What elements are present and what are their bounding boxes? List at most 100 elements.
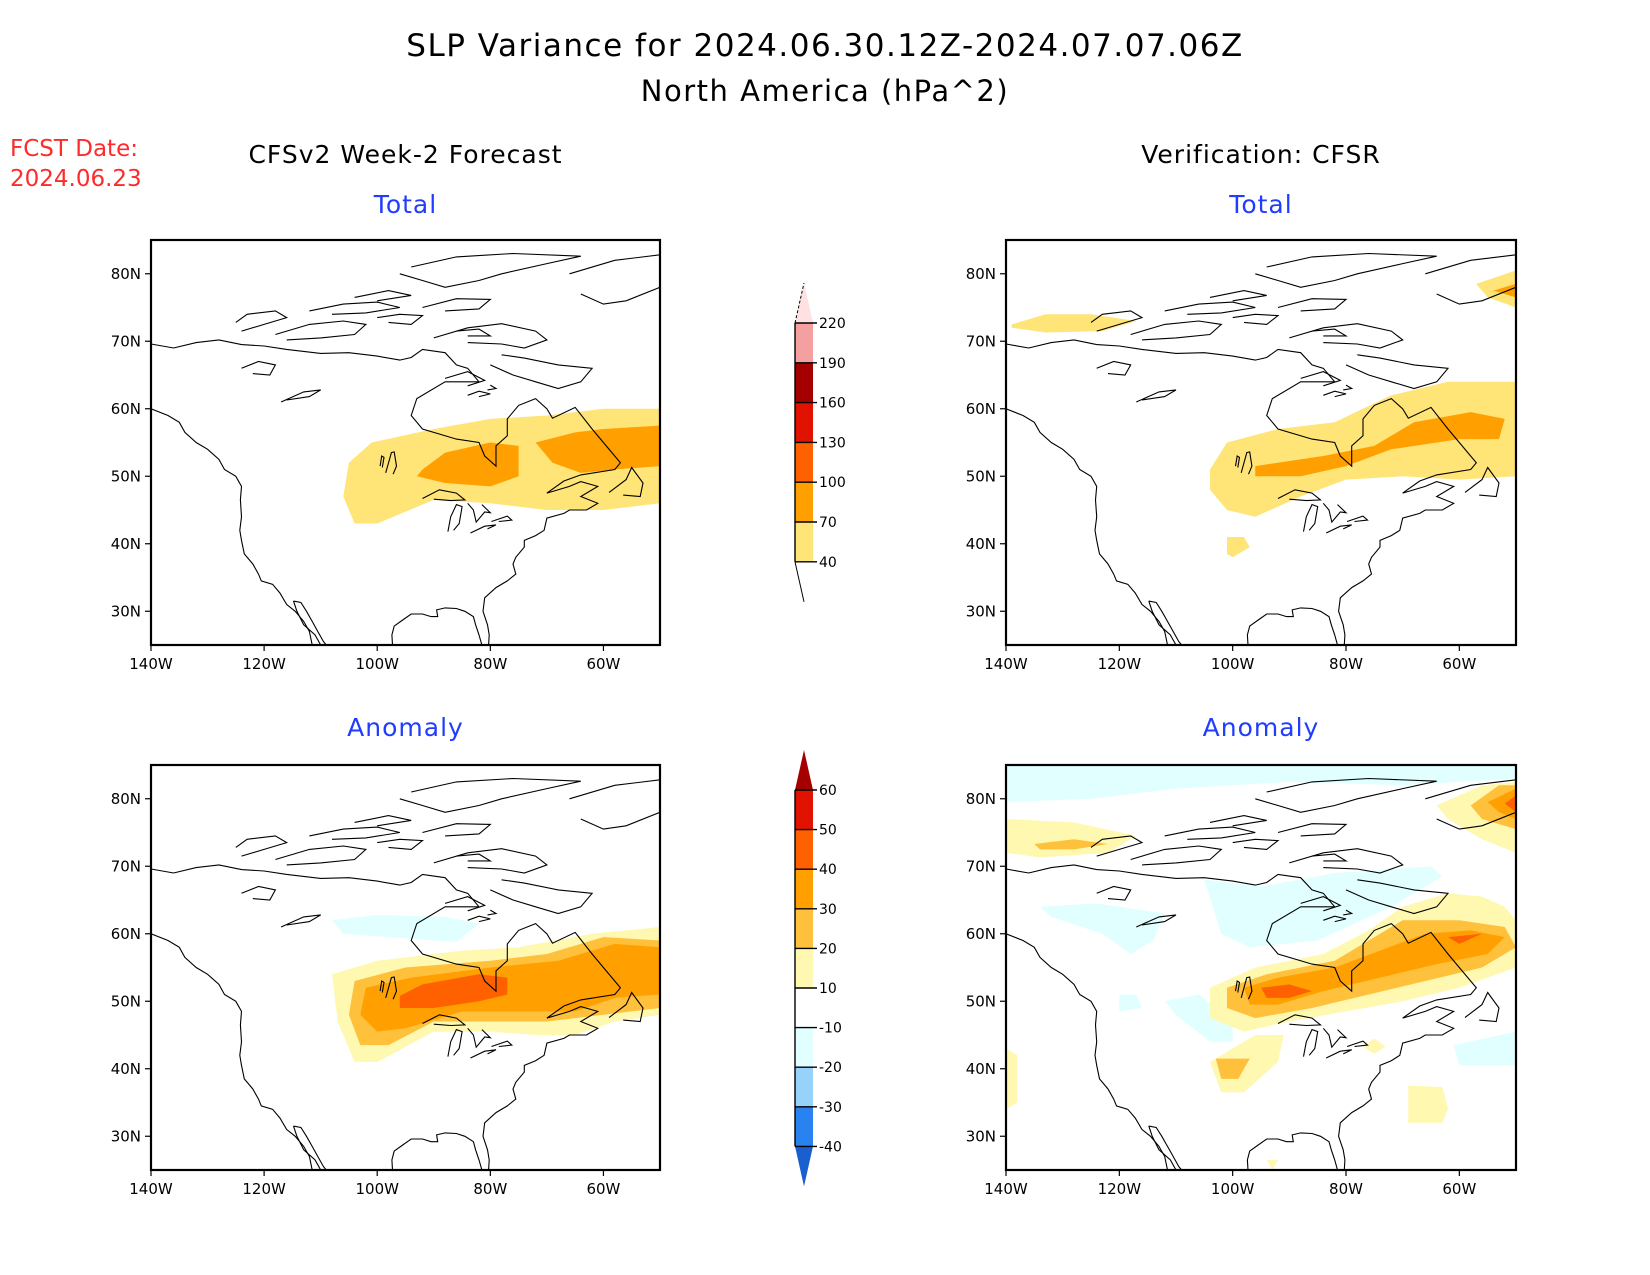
shaded-region-level-20: [1034, 839, 1108, 850]
shaded-region-level-30: [360, 943, 660, 1032]
x-tick-label: 140W: [129, 1180, 173, 1198]
coastline: [467, 915, 491, 923]
coastline: [1255, 777, 1437, 813]
colorbar-label: 220: [819, 316, 846, 332]
coastline: [569, 779, 660, 830]
shaded-region-level-40: [1504, 795, 1516, 813]
coastline: [491, 515, 514, 523]
coastline: [1346, 515, 1369, 523]
panel-title-forecast-total: Total: [373, 190, 438, 219]
colorbar-label: 30: [819, 902, 837, 918]
colorbar-total: 220 190 160 130 100 70 40: [794, 282, 846, 602]
x-tick-label: 80W: [473, 655, 507, 673]
shaded-region-level-40: [1227, 537, 1250, 558]
x-tick-label: 100W: [1211, 1180, 1255, 1198]
coastline: [467, 502, 492, 524]
shaded-region-level-10: [1006, 1048, 1018, 1110]
y-tick-label: 50N: [966, 992, 996, 1010]
coastline: [1130, 845, 1223, 866]
shaded-region-level--10: [1040, 903, 1165, 954]
coastline: [309, 826, 400, 840]
coastline: [1234, 980, 1241, 993]
colorbar-label: 40: [819, 555, 837, 571]
coastline: [309, 301, 400, 315]
y-tick-label: 60N: [111, 400, 141, 418]
colorbar-segment: [795, 1027, 813, 1068]
y-tick-label: 30N: [111, 602, 141, 620]
coastline: [447, 1028, 463, 1057]
map-panel-forecast-anomaly: 140W 120W 100W 80W 60W 30N 40N 50N 60N 70N 80N: [111, 763, 662, 1198]
shaded-region-level-40: [1261, 984, 1312, 998]
coastline: [487, 384, 498, 391]
map-frame: [1004, 763, 1518, 1172]
coastline: [1323, 390, 1347, 398]
coastline: [1148, 600, 1177, 645]
coastline: [292, 1125, 322, 1170]
coastline: [444, 896, 487, 912]
y-tick-label: 50N: [966, 467, 996, 485]
panel-title-forecast-anomaly: Anomaly: [347, 713, 464, 742]
coastline: [241, 360, 277, 376]
coastline: [1240, 451, 1253, 475]
coastline: [433, 848, 549, 874]
coastline: [391, 607, 483, 645]
shaded-region-level-30: [1244, 930, 1505, 1005]
colorbar-bottom-arrow: [795, 1146, 813, 1187]
coastline: [1006, 408, 1169, 645]
y-tick-label: 30N: [111, 1127, 141, 1145]
coastline: [1240, 976, 1253, 1000]
coastline: [151, 864, 622, 1170]
colorbar-segment: [795, 1067, 813, 1107]
colorbar-label: 20: [819, 941, 837, 957]
x-tick-label: 140W: [129, 655, 173, 673]
coastline: [1277, 1014, 1322, 1027]
coastline: [292, 600, 322, 645]
coastline: [1148, 1125, 1177, 1170]
colorbar-label: 60: [819, 783, 837, 799]
coastline: [422, 298, 492, 312]
colorbar-label: -40: [819, 1139, 842, 1155]
colorbar-label: 50: [819, 823, 837, 839]
coastline: [456, 328, 493, 337]
shaded-region-level-70: [1493, 283, 1516, 298]
y-tick-label: 70N: [966, 857, 996, 875]
coastline: [1322, 1027, 1348, 1049]
coastline: [1277, 823, 1348, 837]
coastline: [391, 1132, 483, 1170]
shaded-region-level-70: [1255, 412, 1505, 477]
coastline: [235, 310, 289, 332]
shaded-region-level-40: [1476, 270, 1516, 308]
x-tick-label: 120W: [1098, 655, 1142, 673]
x-tick-label: 60W: [586, 1180, 620, 1198]
x-tick-label: 140W: [984, 1180, 1028, 1198]
shaded-region-level-10: [1408, 1085, 1448, 1123]
shaded-region-level--10: [1006, 765, 1516, 803]
colorbar-top-arrow: [795, 283, 813, 323]
colorbar-segment: [795, 482, 813, 522]
coastline: [280, 389, 321, 403]
fcst-date-value: 2024.06.23: [10, 166, 142, 192]
colorbar-segment: [795, 948, 813, 988]
coastline: [1289, 323, 1404, 349]
x-tick-label: 80W: [473, 1180, 507, 1198]
coastline: [1006, 339, 1478, 645]
coastline: [1246, 607, 1339, 645]
coastline: [1209, 815, 1267, 827]
coastline: [608, 991, 644, 1023]
y-tick-label: 40N: [111, 1060, 141, 1078]
column-title-verification: Verification: CFSR: [1141, 140, 1381, 169]
coastline: [1090, 310, 1144, 332]
colorbar-label: 160: [819, 396, 846, 412]
coastline: [1322, 502, 1348, 524]
coastline: [490, 354, 594, 390]
figure-subtitle: North America (hPa^2): [640, 74, 1010, 108]
y-tick-label: 70N: [966, 332, 996, 350]
map-panel-verification-total: 140W 120W 100W 80W 60W 30N 40N 50N 60N 70N 80N: [966, 238, 1518, 673]
x-tick-label: 100W: [355, 655, 399, 673]
figure-title: SLP Variance for 2024.06.30.12Z-2024.07.…: [406, 28, 1244, 64]
coastline: [447, 503, 463, 532]
map-content: [1006, 765, 1516, 1170]
map-frame: [1004, 238, 1518, 647]
map-panel-forecast-total: 140W 120W 100W 80W 60W 30N 40N 50N 60N 70N 80N: [111, 238, 662, 673]
coastline: [1096, 360, 1132, 376]
